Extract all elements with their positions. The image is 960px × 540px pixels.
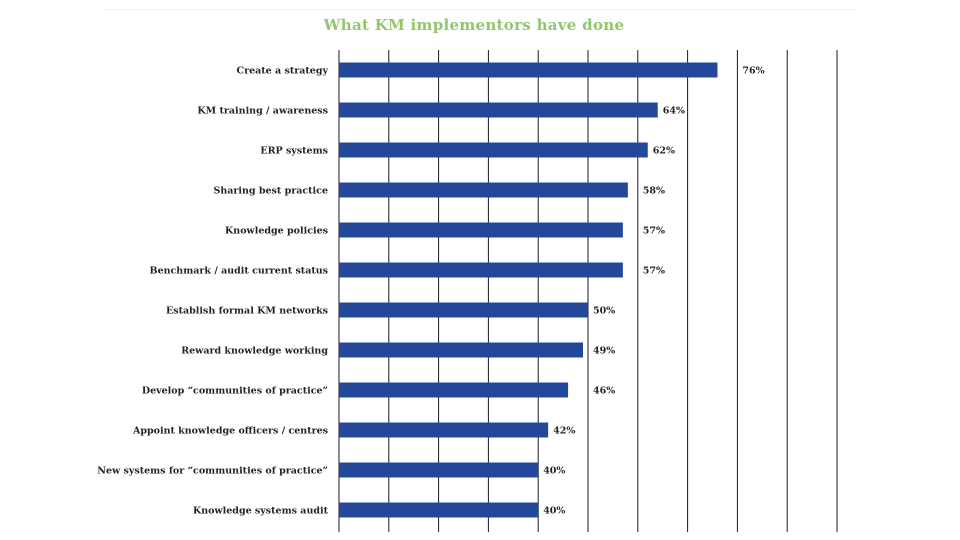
chart-title: What KM implementors have done [323, 16, 625, 34]
category-label: Develop “communities of practice” [142, 386, 328, 397]
value-label: 40% [543, 466, 565, 477]
category-label: Knowledge policies [225, 226, 328, 237]
bar [339, 502, 539, 518]
value-label: 58% [643, 186, 665, 197]
value-label: 42% [553, 426, 575, 437]
category-label: ERP systems [260, 146, 328, 157]
value-label: 62% [653, 146, 675, 157]
value-label: 46% [593, 386, 615, 397]
value-label: 50% [593, 306, 615, 317]
category-label: Knowledge systems audit [193, 506, 329, 517]
value-label: 57% [643, 226, 665, 237]
bar [339, 262, 623, 278]
value-label: 40% [543, 506, 565, 517]
top-rule [104, 9, 856, 10]
bar [339, 342, 584, 358]
bar [339, 182, 628, 198]
category-label: KM training / awareness [197, 106, 328, 117]
value-label: 49% [593, 346, 615, 357]
value-label: 76% [742, 66, 764, 77]
bar [339, 302, 588, 318]
category-label: Appoint knowledge officers / centres [132, 426, 328, 437]
bar [339, 102, 658, 118]
value-label: 64% [663, 106, 685, 117]
bar [339, 222, 623, 238]
bar [339, 142, 648, 158]
bar [339, 62, 718, 78]
value-label: 57% [643, 266, 665, 277]
category-label: Sharing best practice [213, 186, 328, 197]
category-label: Reward knowledge working [181, 346, 328, 357]
category-label: Establish formal KM networks [166, 306, 328, 317]
bar [339, 462, 539, 478]
category-label: Create a strategy [237, 66, 329, 77]
bar [339, 422, 549, 438]
category-label: New systems for “communities of practice… [97, 466, 328, 477]
category-label: Benchmark / audit current status [150, 266, 328, 277]
bar [339, 382, 569, 398]
